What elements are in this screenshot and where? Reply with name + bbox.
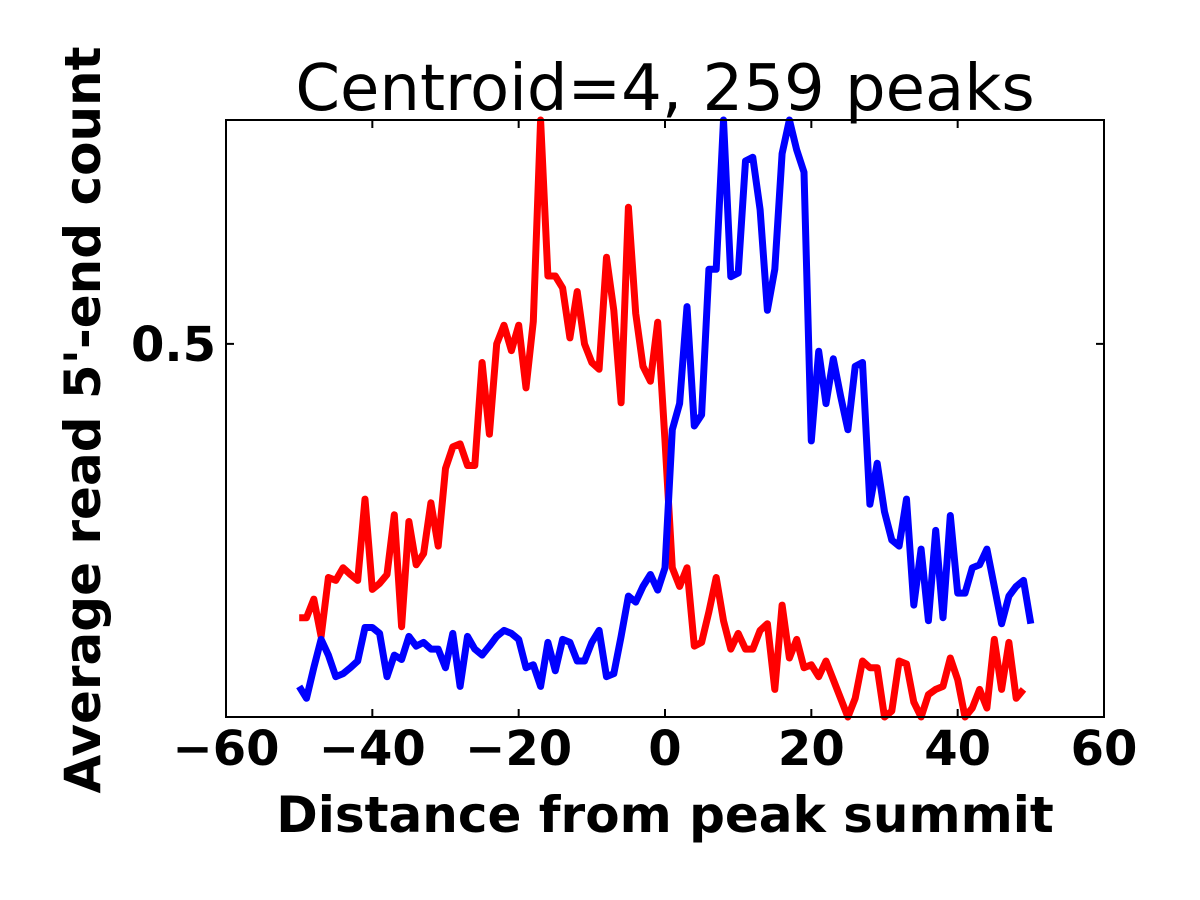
chart-title: Centroid=4, 259 peaks bbox=[295, 52, 1034, 126]
x-tick-label: 60 bbox=[1071, 721, 1138, 777]
x-tick-label: −60 bbox=[172, 721, 279, 777]
x-tick-label: 20 bbox=[778, 721, 845, 777]
x-axis-label: Distance from peak summit bbox=[276, 786, 1054, 844]
series-line-1 bbox=[299, 116, 1027, 721]
x-tick-label: 40 bbox=[924, 721, 991, 777]
series-layer bbox=[296, 116, 1035, 721]
y-tick-label: 0.5 bbox=[131, 317, 216, 373]
x-tick-label: 0 bbox=[648, 721, 681, 777]
x-tick-label: −20 bbox=[465, 721, 572, 777]
ticks-layer: −60 −40 −20 0 20 40 60 0.5 bbox=[131, 120, 1137, 777]
x-tick-label: −40 bbox=[319, 721, 426, 777]
series-line-2 bbox=[296, 116, 1035, 702]
y-axis-label: Average read 5'-end count bbox=[54, 46, 112, 793]
